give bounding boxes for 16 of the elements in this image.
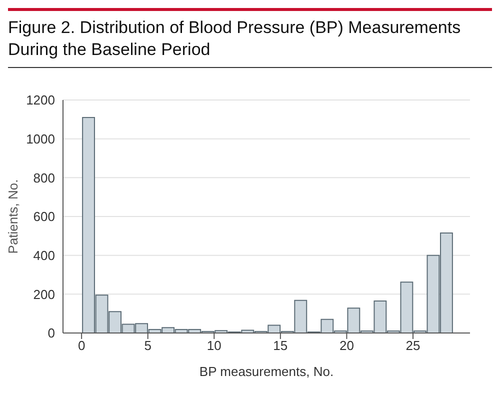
y-tick-label: 200 bbox=[33, 286, 55, 302]
x-tick-label: 25 bbox=[406, 338, 420, 354]
y-tick-label: 1000 bbox=[26, 131, 55, 146]
chart-title: Figure 2. Distribution of Blood Pressure (BP) Measurements During the Baseline Period bbox=[8, 17, 492, 68]
y-tick-label: 0 bbox=[48, 326, 55, 341]
x-tick-label: 0 bbox=[78, 338, 86, 354]
y-tick-label: 400 bbox=[33, 248, 55, 263]
y-axis-title: Patients, No. bbox=[6, 179, 21, 254]
y-tick-label: 800 bbox=[33, 170, 55, 186]
x-tick-label: 5 bbox=[144, 338, 152, 354]
x-tick-label: 20 bbox=[339, 338, 354, 354]
y-tick-label: 1200 bbox=[26, 92, 55, 108]
x-tick-label: 10 bbox=[206, 338, 222, 354]
y-tick-label: 600 bbox=[33, 209, 55, 224]
x-tick-label: 15 bbox=[273, 338, 288, 354]
x-axis-title: BP measurements, No. bbox=[199, 364, 334, 379]
